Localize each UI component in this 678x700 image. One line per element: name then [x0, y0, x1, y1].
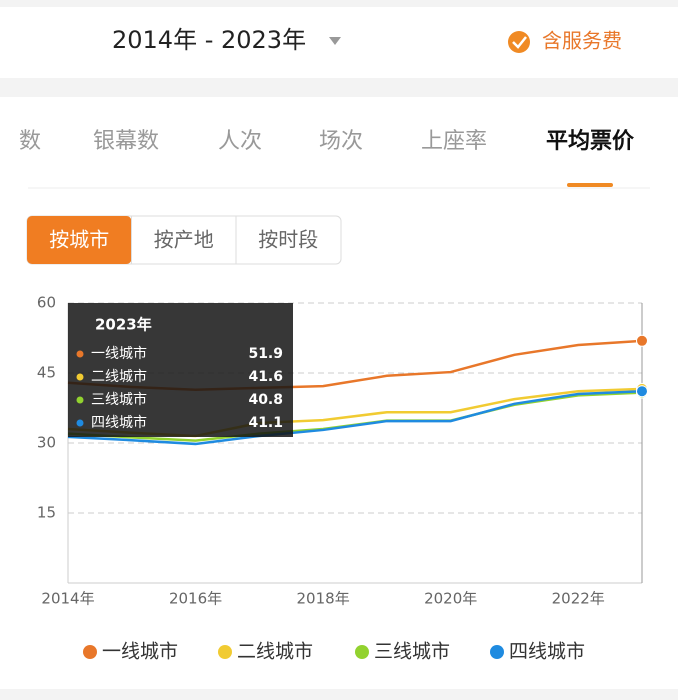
x-tick-label: 2020年 [424, 590, 477, 608]
y-tick-label: 60 [37, 294, 56, 312]
legend-dot[interactable] [83, 645, 97, 659]
y-tick-label: 30 [37, 434, 56, 452]
x-tick-label: 2018年 [297, 590, 350, 608]
date-range[interactable]: 2014年 - 2023年 [112, 26, 306, 54]
x-tick-label: 2016年 [169, 590, 222, 608]
tab[interactable]: 数 [19, 129, 41, 154]
highlight-dot [636, 385, 648, 398]
legend-label[interactable]: 一线城市 [102, 641, 178, 663]
legend-label[interactable]: 二线城市 [237, 641, 313, 663]
tooltip-name: 一线城市 [91, 345, 147, 362]
tab[interactable]: 人次 [218, 129, 262, 154]
header-bar [0, 7, 678, 78]
tooltip-title: 2023年 [95, 316, 152, 334]
check-mark [512, 36, 527, 49]
y-tick-label: 45 [37, 364, 56, 382]
x-tick-label: 2014年 [41, 590, 94, 608]
tooltip-name: 二线城市 [91, 368, 147, 385]
highlight-dot [636, 334, 648, 347]
tooltip-dot [76, 350, 84, 358]
check-icon[interactable] [508, 31, 530, 53]
legend-label[interactable]: 三线城市 [374, 641, 450, 663]
series-line [67, 389, 643, 446]
legend-dot[interactable] [355, 645, 369, 659]
y-tick-label: 15 [37, 504, 56, 522]
tooltip-dot [76, 396, 84, 404]
tooltip-name: 三线城市 [91, 391, 147, 408]
tooltip-value: 41.1 [248, 415, 283, 431]
segment-button[interactable]: 按产地 [154, 228, 214, 252]
tooltip-name: 四线城市 [91, 414, 147, 431]
tab[interactable]: 平均票价 [546, 128, 635, 154]
segment-button[interactable]: 按时段 [258, 228, 318, 252]
tooltip-dot [76, 373, 84, 381]
fee-toggle[interactable]: 含服务费 [542, 29, 622, 53]
tab[interactable]: 银幕数 [93, 129, 159, 154]
legend-dot[interactable] [218, 645, 232, 659]
legend-label[interactable]: 四线城市 [509, 641, 585, 663]
button-active [27, 216, 132, 264]
legend-dot[interactable] [490, 645, 504, 659]
segment-button[interactable]: 按城市 [49, 228, 109, 252]
x-tick-label: 2022年 [552, 590, 605, 608]
dropdown-arrow[interactable] [329, 37, 341, 45]
tooltip-dot [76, 419, 84, 427]
tooltip-value: 51.9 [248, 346, 283, 362]
tooltip-value: 41.6 [248, 369, 283, 385]
tab[interactable]: 上座率 [421, 129, 487, 154]
tooltip [68, 303, 293, 437]
tooltip-value: 40.8 [248, 392, 283, 408]
tab[interactable]: 场次 [319, 129, 363, 154]
tab-underline [567, 183, 613, 187]
